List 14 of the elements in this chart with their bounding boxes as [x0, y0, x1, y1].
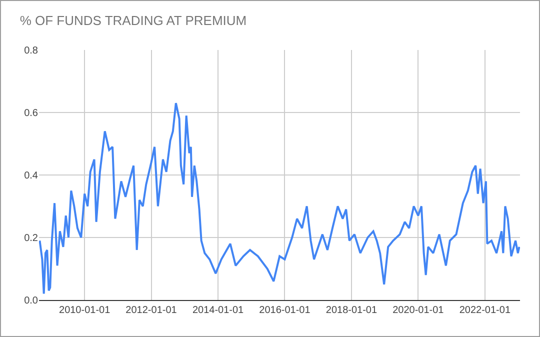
x-tick-label: 2022-01-01 [459, 305, 511, 316]
x-tick-label: 2020-01-01 [392, 305, 444, 316]
x-tick-label: 2014-01-01 [192, 305, 244, 316]
y-tick-label: 0.0 [24, 296, 38, 306]
x-tick-label: 2016-01-01 [259, 305, 311, 316]
x-tick-label: 2010-01-01 [59, 305, 111, 316]
y-tick-label: 0.2 [24, 233, 38, 244]
y-tick-label: 0.6 [24, 108, 38, 119]
x-tick-label: 2018-01-01 [326, 305, 378, 316]
y-tick-label: 0.4 [24, 170, 38, 182]
y-tick-label: 0.8 [24, 46, 38, 56]
line-series [39, 102, 520, 295]
chart-title: % OF FUNDS TRADING AT PREMIUM [20, 13, 247, 28]
x-tick-label: 2012-01-01 [126, 305, 178, 316]
